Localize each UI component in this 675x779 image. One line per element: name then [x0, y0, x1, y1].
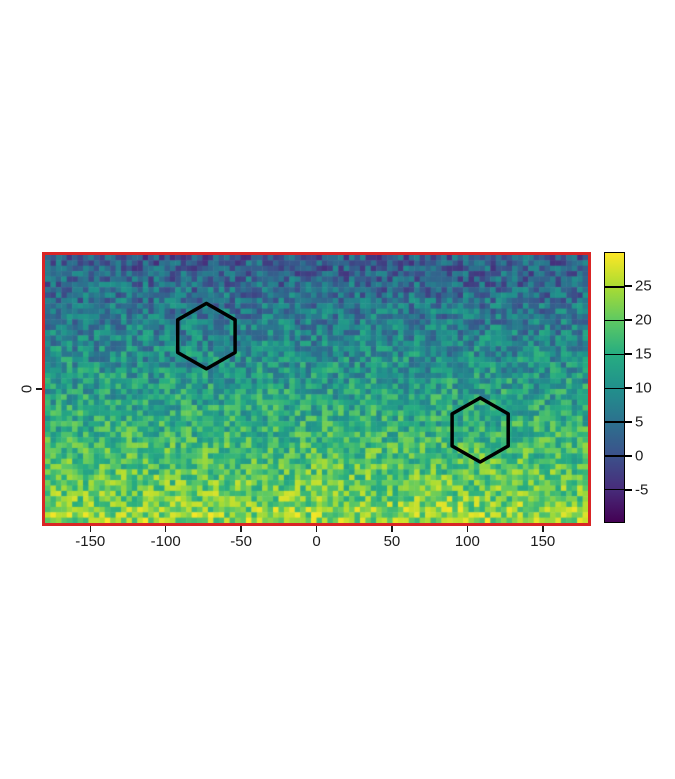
colorbar-separator: [605, 455, 624, 457]
x-tick-label: -50: [230, 533, 252, 550]
colorbar-tick-mark: [624, 489, 632, 491]
x-tick-mark: [315, 526, 318, 532]
y-tick-label: 0: [18, 384, 36, 394]
x-tick-mark: [240, 526, 242, 532]
colorbar-tick-mark: [624, 455, 632, 457]
colorbar-tick-mark: [624, 387, 632, 389]
x-tick-mark: [391, 526, 393, 532]
colorbar-tick-mark: [624, 421, 632, 423]
colorbar-tick-label: 15: [635, 345, 652, 363]
colorbar-separator: [605, 488, 624, 491]
colorbar-separator: [605, 387, 624, 389]
raster-heatmap: [45, 255, 588, 523]
x-tick-mark: [89, 526, 91, 532]
colorbar-tick-mark: [624, 353, 632, 355]
colorbar-tick-mark: [624, 319, 632, 321]
hexagon-overlay: [175, 301, 510, 464]
colorbar-tick-label: 5: [635, 413, 644, 431]
x-tick-label: -100: [150, 533, 181, 550]
x-tick-label: 100: [454, 533, 480, 550]
x-tick-label: 50: [383, 533, 401, 550]
colorbar-tick-label: 25: [635, 277, 652, 295]
colorbar-separator: [605, 353, 624, 356]
x-tick-label: 0: [312, 533, 321, 550]
colorbar-tick-label: -5: [635, 481, 649, 499]
colorbar-separator: [605, 421, 624, 423]
x-tick-label: -150: [75, 533, 106, 550]
x-tick-mark: [466, 526, 469, 532]
colorbar-separator: [605, 319, 624, 322]
y-tick-mark: [36, 388, 42, 390]
x-tick-label: 150: [530, 533, 556, 550]
colorbar-tick-label: 0: [635, 447, 644, 465]
colorbar-tick-mark: [624, 285, 632, 287]
plot-frame: [42, 252, 591, 526]
hexagon-outline-1: [175, 301, 237, 371]
colorbar: [604, 252, 625, 523]
x-tick-mark: [542, 526, 544, 532]
colorbar-separator: [605, 286, 624, 288]
colorbar-tick-label: 20: [635, 311, 652, 329]
x-tick-mark: [164, 526, 167, 532]
colorbar-tick-label: 10: [635, 379, 652, 397]
hexagon-outline-2: [450, 396, 510, 464]
